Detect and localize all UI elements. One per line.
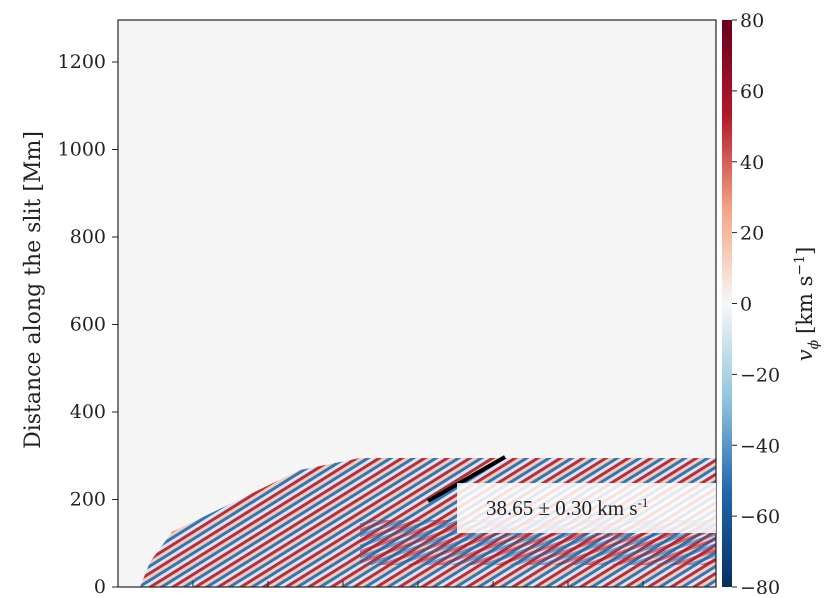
colorbar-tick-label: −80 xyxy=(740,577,780,594)
colorbar-tick-label: −20 xyxy=(740,364,780,386)
colorbar-label: vϕ [km s−1] xyxy=(792,247,822,362)
annotation-text: 38.65 ± 0.30 km s xyxy=(486,496,638,520)
y-tick-label: 1200 xyxy=(58,51,106,73)
cbar-subscript: ϕ xyxy=(806,339,822,349)
colorbar-tick-label: 0 xyxy=(740,294,752,316)
y-tick-label: 1000 xyxy=(58,139,106,161)
colorbar-tick-label: −60 xyxy=(740,506,780,528)
colorbar-tick-label: 20 xyxy=(740,223,764,245)
plot-frame xyxy=(117,19,717,588)
y-tick-label: 600 xyxy=(70,314,106,336)
x-ticks xyxy=(192,581,644,587)
cbar-exponent: −1 xyxy=(792,255,808,276)
annotation: 38.65 ± 0.30 km s-1 xyxy=(486,495,648,520)
colorbar-tick-label: 60 xyxy=(740,81,764,103)
cbar-unit: [km s xyxy=(793,276,817,334)
y-tick-label: 200 xyxy=(70,489,106,511)
colorbar-tick-label: −40 xyxy=(740,435,780,457)
y-tick-label: 400 xyxy=(70,401,106,423)
colorbar xyxy=(722,20,732,587)
y-axis-label: Distance along the slit [Mm] xyxy=(21,131,46,449)
annotation-superscript: -1 xyxy=(638,495,649,510)
cbar-close: ] xyxy=(793,247,817,255)
annotation-box xyxy=(457,483,716,533)
fit-line xyxy=(427,455,506,503)
colorbar-tick-label: 80 xyxy=(740,10,764,32)
colorbar-tick-label: 40 xyxy=(740,152,764,174)
cbar-symbol: v xyxy=(793,349,817,361)
y-tick-label: 0 xyxy=(94,576,106,594)
y-tick-label: 800 xyxy=(70,226,106,248)
